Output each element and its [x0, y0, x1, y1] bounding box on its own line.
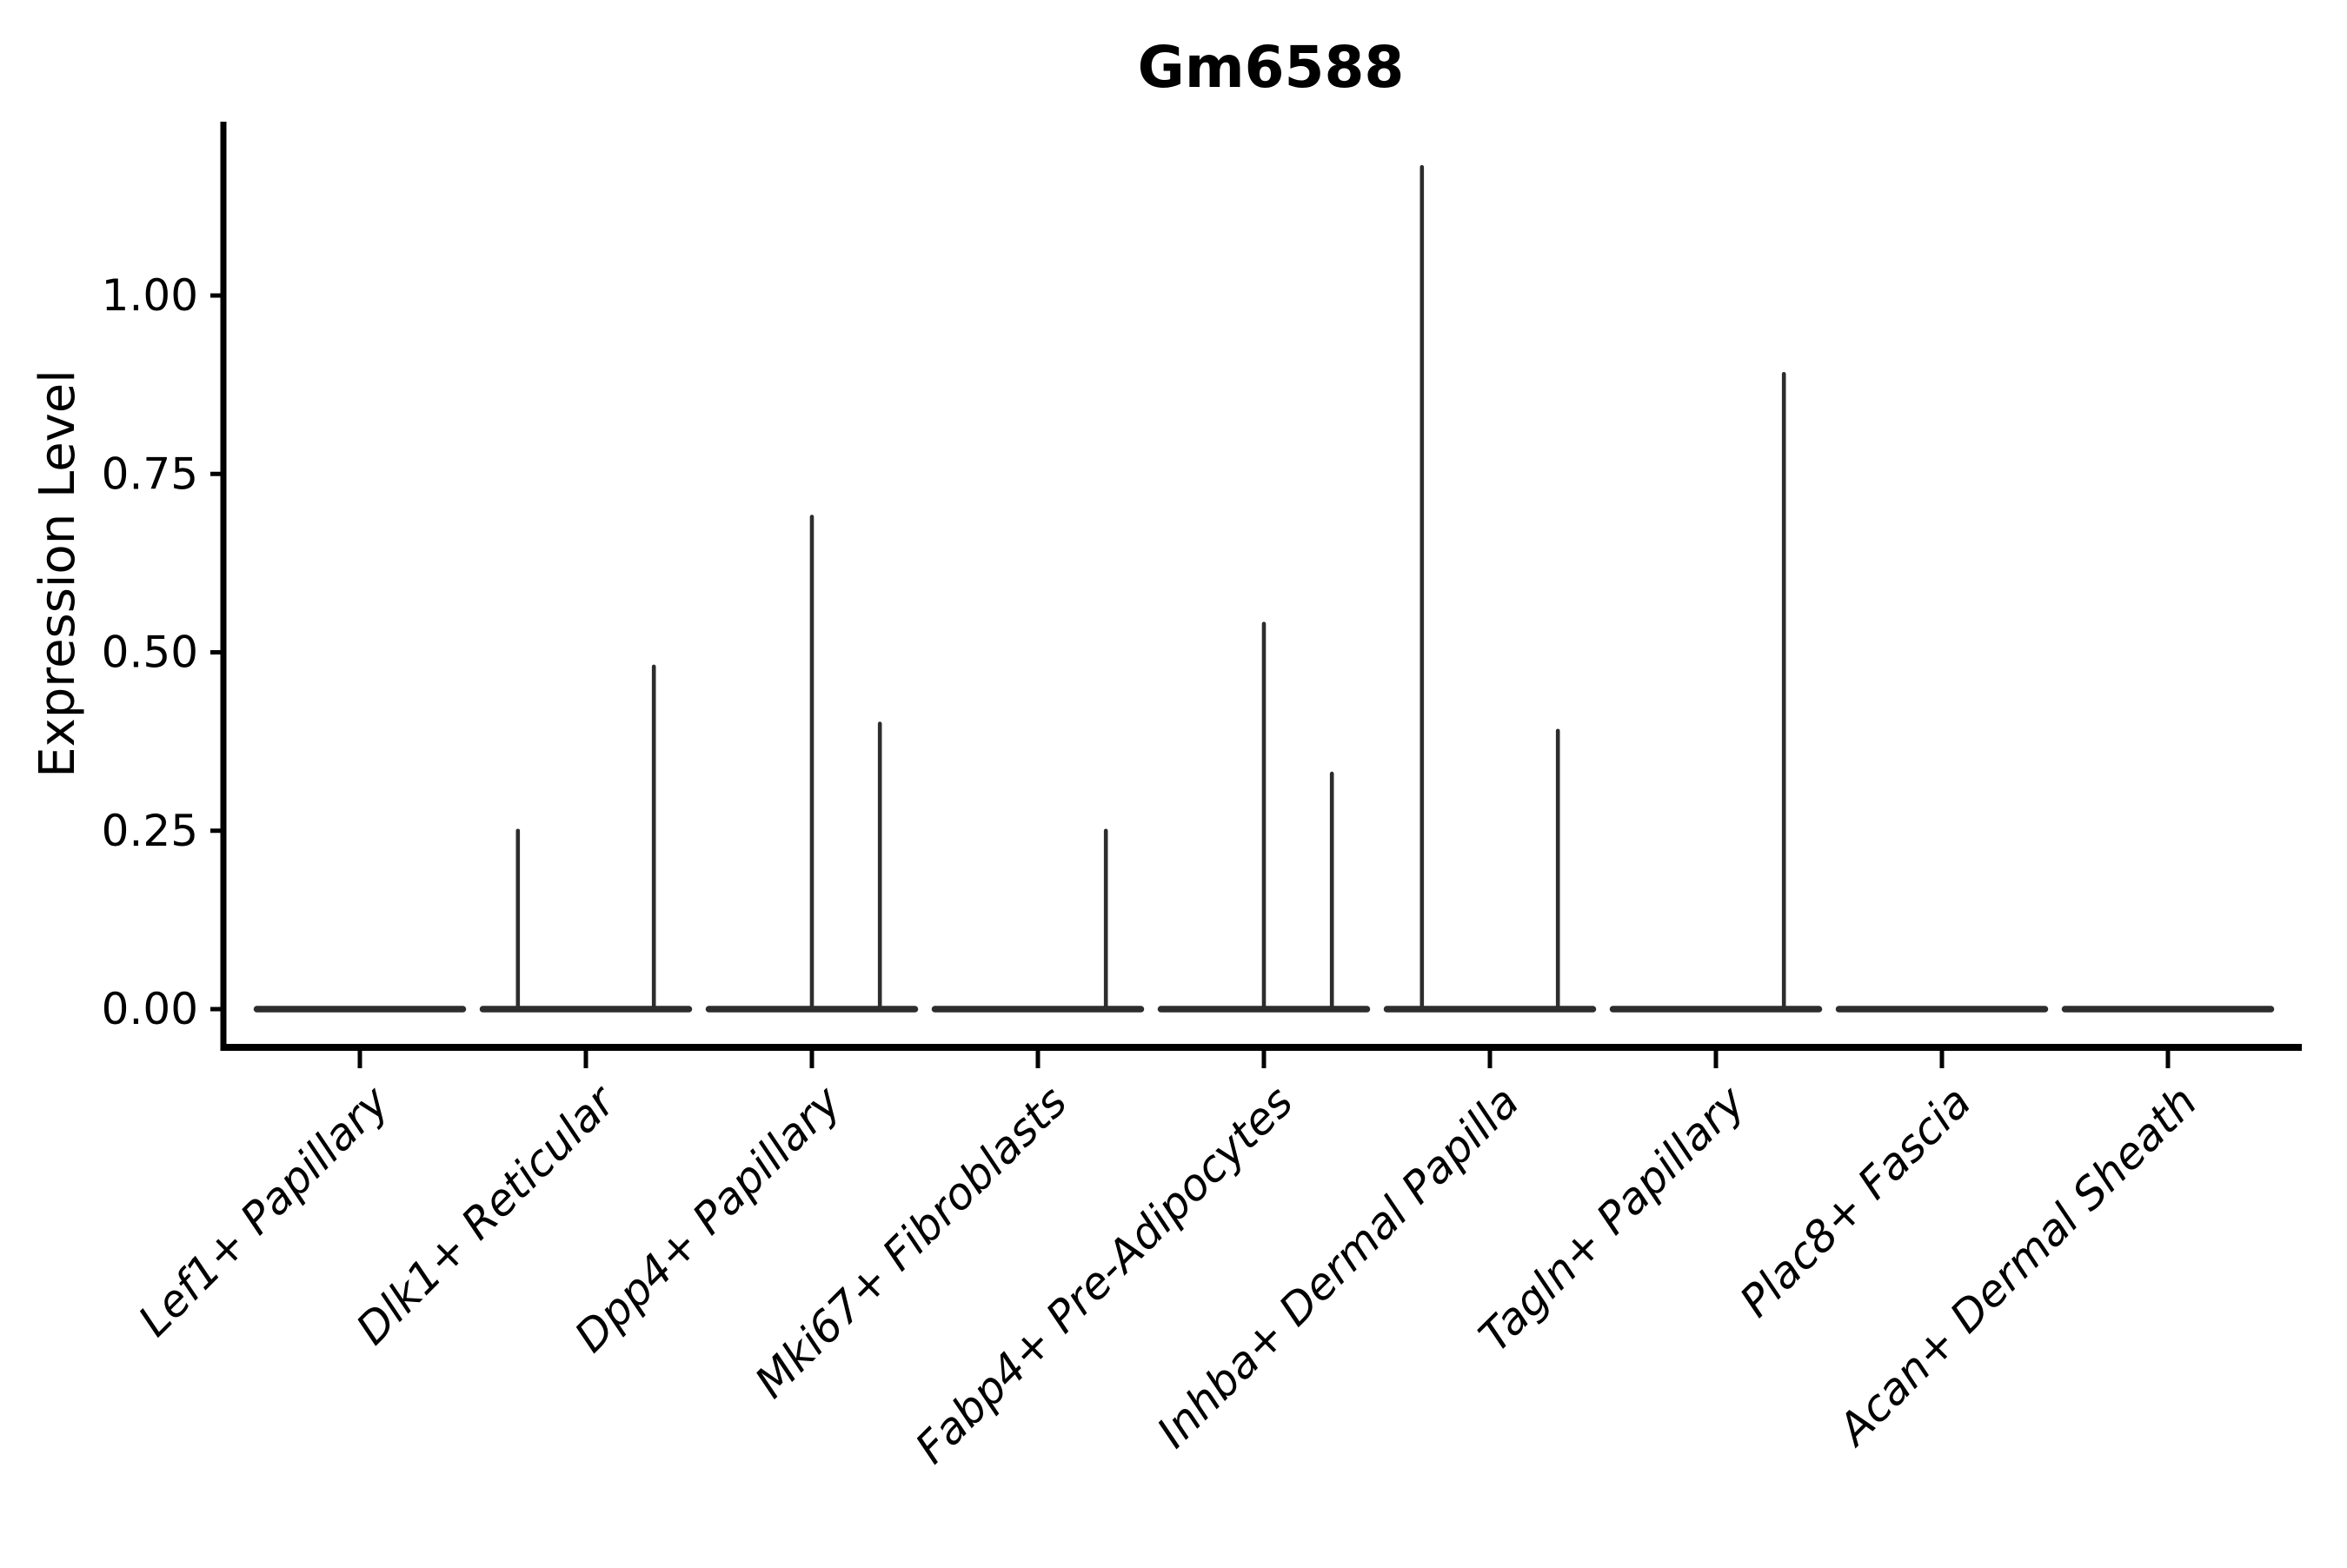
violins	[253, 164, 2275, 1013]
x-tick-label: Acan+ Dermal Sheath	[1827, 1076, 2207, 1456]
x-tick-label: Plac8+ Fascia	[1731, 1076, 1981, 1326]
y-axis-label: Expression Level	[30, 369, 86, 778]
y-tick-label: 1.00	[102, 270, 198, 321]
violin	[705, 515, 919, 1013]
y-tick-label: 0.50	[102, 628, 198, 678]
violin	[931, 828, 1145, 1013]
chart-title: Gm6588	[1138, 34, 1405, 101]
x-tick-label: Fabp4+ Pre-Adipocytes	[906, 1076, 1303, 1473]
y-tick-label: 0.00	[102, 984, 198, 1034]
violin	[479, 664, 693, 1013]
y-tick-label: 0.25	[102, 806, 198, 856]
y-tick-label: 0.75	[102, 448, 198, 499]
x-tick-label: Inhba+ Dermal Papilla	[1147, 1076, 1528, 1457]
axes	[210, 122, 2302, 1068]
violin	[1609, 372, 1823, 1013]
violin	[1157, 621, 1371, 1013]
violin	[1383, 164, 1597, 1013]
